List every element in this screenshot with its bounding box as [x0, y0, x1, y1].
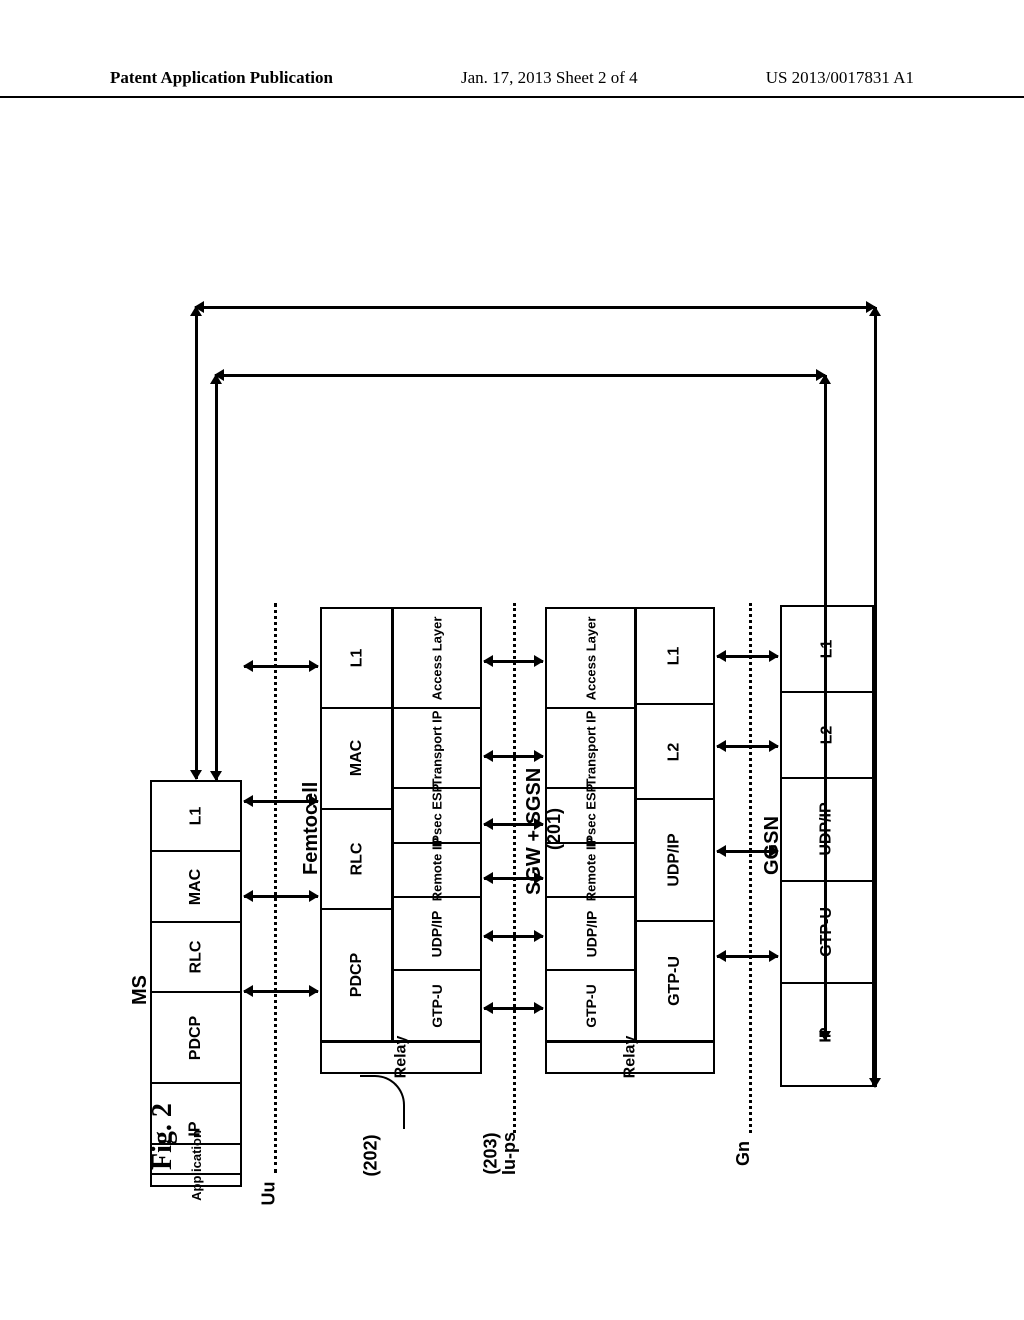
gn-interface-label: Gn — [733, 1141, 754, 1166]
peer-gtpu-gn — [717, 955, 778, 958]
peer-application-seg — [195, 306, 875, 309]
sgw-relay: Relay — [545, 1040, 715, 1074]
sgw-ref: (201) — [544, 808, 565, 850]
iups-ref: (203) — [481, 1132, 502, 1174]
uu-interface-label: Uu — [259, 1182, 280, 1206]
figure-2-diagram: Fig. 2 Application IP PDCP RLC MAC L1 MS… — [95, 155, 935, 1195]
ggsn-stack: IP GTP-U UDP/IP L2 L1 — [780, 605, 874, 1087]
peer-gtpu-iups — [484, 1007, 543, 1010]
peer-remoteip — [484, 877, 543, 880]
femtocell-left-stack: PDCP RLC MAC L1 — [320, 607, 394, 1043]
ms-label: MS — [129, 975, 152, 1005]
iups-interface-line — [513, 603, 516, 1133]
peer-ip-span-right — [824, 375, 827, 1040]
peer-transport — [484, 755, 543, 758]
peer-ip-span-left — [215, 375, 218, 780]
header-center: Jan. 17, 2013 Sheet 2 of 4 — [461, 68, 638, 88]
gn-interface-line — [749, 603, 752, 1133]
peer-application-span — [195, 307, 198, 779]
page-header: Patent Application Publication Jan. 17, … — [0, 68, 1024, 98]
peer-mac — [244, 800, 318, 803]
iups-interface-label: Iu-ps — [499, 1132, 520, 1175]
femtocell-ref: (202) — [361, 1134, 382, 1176]
peer-ip-seg — [215, 374, 825, 377]
peer-l1-uu — [244, 665, 318, 668]
femtocell-right-stack: GTP-U UDP/IP Remote IP IPsec ESP Transpo… — [391, 607, 482, 1043]
peer-pdcp — [244, 990, 318, 993]
peer-udpip-gn — [717, 850, 778, 853]
femto-ref-leader — [360, 1075, 405, 1129]
peer-l1-gn — [717, 655, 778, 658]
peer-ipsec — [484, 823, 543, 826]
header-left: Patent Application Publication — [110, 68, 333, 88]
femtocell-relay: Relay — [320, 1040, 482, 1074]
peer-access — [484, 660, 543, 663]
sgw-right-stack: GTP-U UDP/IP L2 L1 — [634, 607, 715, 1043]
header-right: US 2013/0017831 A1 — [766, 68, 914, 88]
peer-application-up — [874, 307, 877, 1087]
peer-rlc — [244, 895, 318, 898]
uu-interface-line — [274, 603, 277, 1173]
peer-udpip-iups — [484, 935, 543, 938]
peer-l2-gn — [717, 745, 778, 748]
ms-stack: IP PDCP RLC MAC L1 — [150, 780, 242, 1175]
